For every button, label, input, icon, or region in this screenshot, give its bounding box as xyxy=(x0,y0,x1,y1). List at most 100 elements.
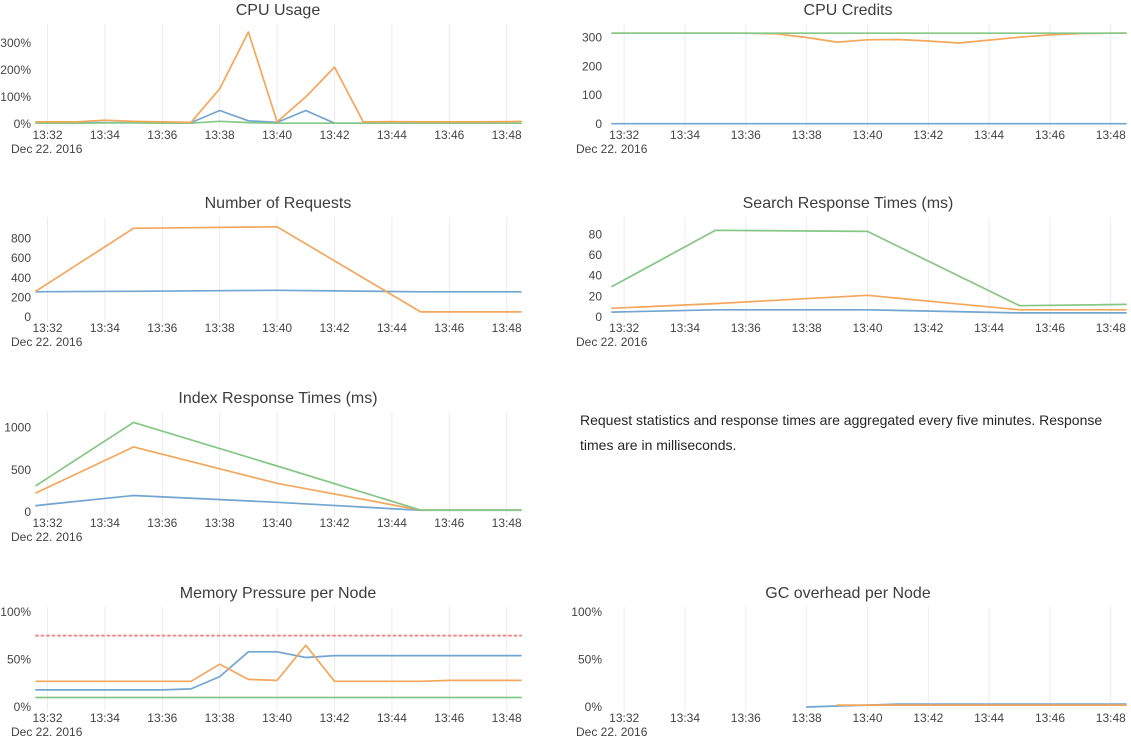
cpu-credits-plot: 0 100 200 300 13:32 13:34 13:36 13:38 13:40 13:42… xyxy=(576,24,1127,156)
y-tick-label: 100% xyxy=(0,90,31,104)
y-tick-label: 500 xyxy=(11,463,31,477)
y-tick-label: 300% xyxy=(0,36,31,50)
series-search-green xyxy=(611,229,1127,307)
x-tick-label: 13:42 xyxy=(319,321,349,335)
gridlines xyxy=(47,412,508,516)
x-tick-label: 13:34 xyxy=(90,321,120,335)
x-axis-labels: 13:32 13:34 13:36 13:38 13:40 13:42 13:44 13:46… xyxy=(32,516,522,530)
chart-search-response-times: Search Response Times (ms) 0 20 40 60 80 13:32… xyxy=(565,193,1131,358)
x-tick-label: 13:34 xyxy=(670,128,700,142)
y-tick-label: 0% xyxy=(14,117,32,131)
chart-title-gc-overhead: GC overhead per Node xyxy=(765,585,931,602)
x-tick-label: 13:32 xyxy=(609,711,639,725)
series-instance-green xyxy=(35,120,522,125)
y-tick-label: 50% xyxy=(7,652,31,666)
x-tick-label: 13:48 xyxy=(1096,711,1126,725)
x-tick-label: 13:44 xyxy=(377,128,407,142)
x-tick-label: 13:48 xyxy=(492,128,522,142)
x-tick-label: 13:40 xyxy=(262,128,292,142)
x-tick-label: 13:34 xyxy=(670,321,700,335)
x-tick-label: 13:38 xyxy=(205,128,235,142)
x-tick-label: 13:38 xyxy=(792,711,822,725)
date-label: Dec 22. 2016 xyxy=(576,142,648,156)
y-tick-label: 0% xyxy=(14,700,32,714)
x-tick-label: 13:32 xyxy=(32,321,62,335)
x-tick-label: 13:48 xyxy=(492,711,522,725)
chart-index-response-times: Index Response Times (ms) 0 500 1000 13:32 13… xyxy=(0,388,530,553)
series-index-blue xyxy=(35,494,522,512)
x-tick-label: 13:46 xyxy=(1035,711,1065,725)
x-tick-label: 13:46 xyxy=(434,128,464,142)
x-tick-label: 13:34 xyxy=(670,711,700,725)
x-tick-label: 13:48 xyxy=(1096,128,1126,142)
chart-title-number-of-requests: Number of Requests xyxy=(204,195,352,212)
x-tick-label: 13:34 xyxy=(90,516,120,530)
chart-title-memory-pressure: Memory Pressure per Node xyxy=(179,585,377,602)
series-search-orange xyxy=(611,294,1127,311)
chart-memory-pressure: Memory Pressure per Node 0% 50% 100% 13:32 13… xyxy=(0,583,530,748)
y-axis-labels: 0% 50% 100% xyxy=(571,605,602,714)
x-tick-label: 13:40 xyxy=(852,321,882,335)
chart-title-search-response-times: Search Response Times (ms) xyxy=(742,195,954,212)
x-tick-label: 13:38 xyxy=(792,321,822,335)
y-tick-label: 300 xyxy=(582,31,602,45)
y-tick-label: 200 xyxy=(11,290,31,304)
x-axis-labels: 13:32 13:34 13:36 13:38 13:40 13:42 13:44 13:46… xyxy=(32,321,522,335)
chart-cpu-credits: CPU Credits 0 100 200 300 13:32 13:34 13:36 13:3… xyxy=(565,0,1131,165)
x-tick-label: 13:42 xyxy=(913,711,943,725)
x-tick-label: 13:44 xyxy=(377,711,407,725)
y-tick-label: 0 xyxy=(24,505,31,519)
x-tick-label: 13:32 xyxy=(32,128,62,142)
date-label: Dec 22. 2016 xyxy=(11,530,83,544)
x-tick-label: 13:48 xyxy=(492,516,522,530)
x-tick-label: 13:44 xyxy=(974,128,1004,142)
aggregation-note: Request statistics and response times ar… xyxy=(580,412,1103,453)
x-tick-label: 13:38 xyxy=(205,516,235,530)
gridlines xyxy=(47,24,508,128)
x-tick-label: 13:44 xyxy=(974,711,1004,725)
cpu-usage-plot: 0%100%200%300%13:32 13:34 13:36 13:38 13:40 1… xyxy=(0,24,522,156)
gc-overhead-plot: 0%50%100%13:32 13:34 13:36 13:38 13:40 13:42 1… xyxy=(571,605,1127,739)
x-axis-labels: 13:32 13:34 13:36 13:38 13:40 13:42 13:44 13:46… xyxy=(609,321,1126,335)
x-tick-label: 13:36 xyxy=(147,128,177,142)
series-search-blue xyxy=(611,308,1127,314)
y-tick-label: 0 xyxy=(595,117,602,131)
x-tick-label: 13:40 xyxy=(852,711,882,725)
x-tick-label: 13:42 xyxy=(319,516,349,530)
x-tick-label: 13:44 xyxy=(377,321,407,335)
series-requests-orange xyxy=(35,225,522,313)
gridlines xyxy=(47,607,508,711)
y-axis-labels: 0 200 400 600 800 xyxy=(11,232,31,324)
y-tick-label: 100 xyxy=(582,88,602,102)
y-tick-label: 600 xyxy=(11,251,31,265)
x-tick-label: 13:32 xyxy=(609,321,639,335)
y-tick-label: 800 xyxy=(11,232,31,246)
x-tick-label: 13:44 xyxy=(974,321,1004,335)
x-tick-label: 13:38 xyxy=(205,711,235,725)
x-tick-label: 13:34 xyxy=(90,128,120,142)
x-axis-labels: 13:32 13:34 13:36 13:38 13:40 13:42 13:44 13:46… xyxy=(609,711,1126,725)
gridlines xyxy=(623,217,1112,321)
date-label: Dec 22. 2016 xyxy=(11,335,83,349)
x-tick-label: 13:36 xyxy=(147,516,177,530)
x-tick-label: 13:38 xyxy=(205,321,235,335)
x-axis-labels: 13:32 13:34 13:36 13:38 13:40 13:42 13:44 13:46… xyxy=(609,128,1126,142)
date-label: Dec 22. 2016 xyxy=(576,335,648,349)
gridlines xyxy=(623,24,1112,128)
y-tick-label: 100% xyxy=(571,605,602,619)
x-tick-label: 13:42 xyxy=(913,321,943,335)
y-tick-label: 200 xyxy=(582,59,602,73)
x-tick-label: 13:48 xyxy=(1096,321,1126,335)
x-tick-label: 13:40 xyxy=(262,711,292,725)
y-tick-label: 40 xyxy=(589,269,603,283)
series-node-blue xyxy=(35,650,522,691)
x-tick-label: 13:40 xyxy=(852,128,882,142)
x-axis-labels: 13:32 13:34 13:36 13:38 13:40 13:42 13:44 13:46… xyxy=(32,711,522,725)
x-tick-label: 13:32 xyxy=(609,128,639,142)
gridlines xyxy=(47,217,508,321)
y-tick-label: 400 xyxy=(11,271,31,285)
